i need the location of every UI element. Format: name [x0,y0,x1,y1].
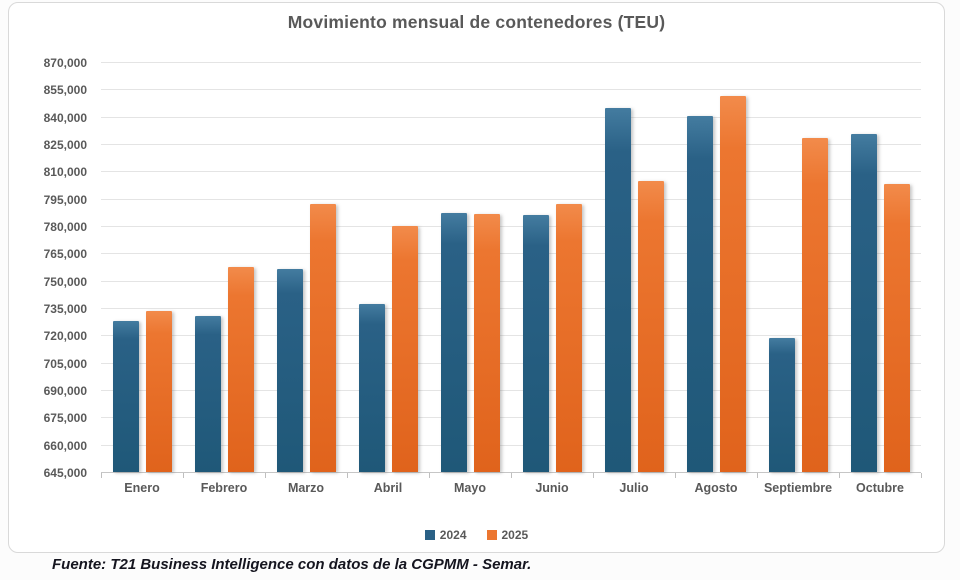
gridline-840000 [101,116,921,118]
bar-2025-octubre [883,184,910,472]
y-tick-label-720000: 720,000 [43,329,87,344]
x-axis-labels: Enero Febrero Marzo Abril Mayo Junio Julio Agos… [101,481,921,495]
bar-2025-agosto [719,95,746,472]
gridline-870000 [101,62,921,63]
gridline-705000 [101,362,921,364]
x-axis-tick [347,473,348,478]
gridline-690000 [101,390,921,391]
y-tick-label-870000: 870,000 [43,56,87,70]
y-tick-label-750000: 750,000 [43,274,87,289]
x-tick-label-enero: Enero [124,481,160,495]
bar-2025-julio [637,181,664,472]
x-tick-label-marzo: Marzo [287,481,325,495]
bar-group-enero [101,62,183,472]
x-tick-label-mayo: Mayo [454,481,486,495]
x-axis-tick [921,473,922,478]
bar-2024-septiembre [768,338,795,472]
y-tick-label-825000: 825,000 [43,138,87,152]
bar-2024-mayo [440,213,467,472]
x-axis-tick [675,473,676,478]
gridline-780000 [101,226,921,227]
bar-group-abril [347,62,429,472]
y-tick-label-705000: 705,000 [43,356,87,371]
y-tick-label-810000: 810,000 [43,165,87,180]
legend-label-2024: 2024 [439,528,467,542]
chart-legend: 2024 2025 [9,528,944,542]
bar-group-marzo [265,62,347,472]
x-axis-tick [101,473,102,478]
x-axis-ticks [101,473,922,478]
chart-title: Movimiento mensual de contenedores (TEU) [287,12,666,32]
bar-2025-mayo [473,214,500,472]
bar-group-julio [593,62,675,472]
gridline-810000 [101,171,921,173]
legend-label-2025: 2025 [501,528,529,542]
bar-2025-abril [391,226,418,472]
legend-swatch-2025 [486,530,497,540]
x-tick-label-agosto: Agosto [694,481,738,495]
bar-group-septiembre [757,62,839,472]
x-tick-label-julio: Julio [619,481,649,495]
x-axis-tick [511,473,512,478]
x-axis-tick [265,473,266,478]
y-axis-labels: 645,000 660,000 675,000 690,000 705,000 720,0… [19,56,93,480]
y-tick-label-735000: 735,000 [43,302,87,316]
x-tick-label-febrero: Febrero [200,481,248,495]
gridline-675000 [101,417,921,419]
y-tick-label-780000: 780,000 [43,220,87,234]
bar-2024-julio [604,107,631,472]
y-tick-label-855000: 855,000 [43,83,87,98]
bar-group-agosto [675,62,757,472]
y-tick-label-660000: 660,000 [43,438,87,453]
gridline-750000 [101,280,921,282]
plot-area [101,62,921,473]
bar-2025-febrero [227,267,254,472]
x-tick-label-abril: Abril [373,481,403,495]
gridline-855000 [101,89,921,91]
legend-swatch-2024 [424,530,435,540]
x-axis-tick [429,473,430,478]
bar-series-container [101,62,921,472]
y-tick-label-690000: 690,000 [43,384,87,398]
x-axis-tick [183,473,184,478]
bar-2024-junio [522,215,549,472]
gridline-795000 [101,198,921,200]
bar-2024-octubre [850,133,877,472]
bar-2024-enero [112,320,139,472]
x-axis-tick [757,473,758,478]
gridline-660000 [101,444,921,446]
source-note: Fuente: T21 Business Intelligence con da… [52,556,532,573]
gridline-765000 [101,253,921,255]
bar-2024-febrero [194,316,221,472]
bar-2025-junio [555,204,582,472]
bar-2025-septiembre [801,137,828,472]
legend-item-2025: 2025 [486,528,529,542]
gridline-825000 [101,144,921,145]
gridline-645000 [101,472,921,473]
bar-2024-agosto [686,115,713,472]
y-tick-label-795000: 795,000 [43,192,87,207]
bar-2025-enero [145,310,172,472]
legend-item-2024: 2024 [424,528,467,542]
gridline-735000 [101,308,921,309]
bar-group-febrero [183,62,265,472]
y-tick-label-645000: 645,000 [43,466,87,480]
y-tick-label-675000: 675,000 [43,411,87,426]
x-axis-tick [839,473,840,478]
x-axis-tick [593,473,594,478]
gridline-720000 [101,335,921,337]
y-tick-label-840000: 840,000 [43,110,87,125]
x-tick-label-junio: Junio [535,481,569,495]
bar-2024-abril [358,304,385,472]
chart-frame: Movimiento mensual de contenedores (TEU)… [8,2,945,553]
y-tick-label-765000: 765,000 [43,247,87,262]
x-tick-label-octubre: Octubre [856,481,904,495]
bar-2025-marzo [309,204,336,472]
x-tick-label-septiembre: Septiembre [763,481,833,495]
bar-group-mayo [429,62,511,472]
bar-group-junio [511,62,593,472]
bar-group-octubre [839,62,921,472]
bar-2024-marzo [276,268,303,472]
